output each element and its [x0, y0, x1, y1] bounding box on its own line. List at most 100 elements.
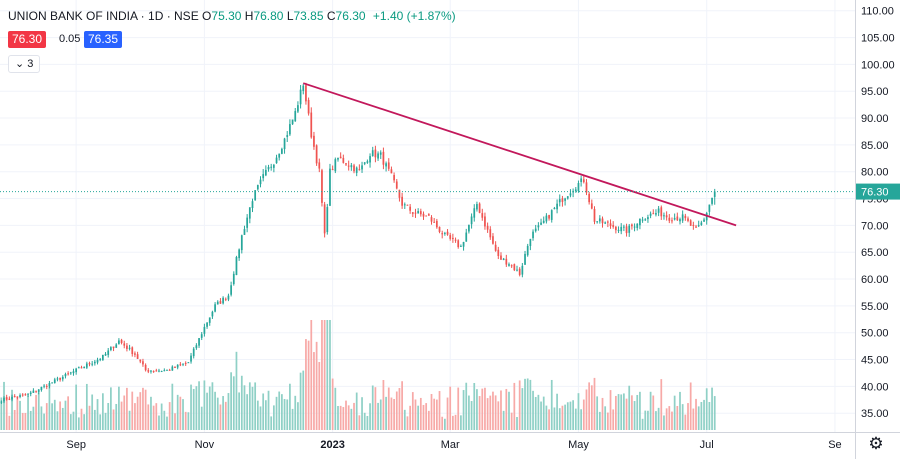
candle-body: [366, 161, 369, 163]
volume-bar: [508, 391, 510, 430]
high-value: 76.80: [253, 9, 284, 23]
volume-bar: [256, 400, 259, 430]
candle-body: [500, 255, 502, 260]
volume-bar: [3, 381, 5, 430]
candle-body: [198, 338, 200, 346]
volume-bar: [492, 391, 494, 430]
volume-bar: [606, 412, 609, 430]
volume-bar: [251, 386, 254, 430]
volume-bar: [655, 411, 657, 430]
volume-bar: [556, 393, 558, 430]
candle-body: [419, 211, 422, 215]
candle-body: [318, 162, 321, 169]
candle-body: [251, 201, 254, 209]
volume-bar: [5, 397, 8, 430]
volume-bar: [104, 412, 107, 430]
candle-body: [363, 162, 366, 164]
price-tick-label: 105.00: [861, 33, 895, 45]
volume-bar: [307, 340, 310, 430]
volume-bar: [67, 396, 70, 430]
candle-body: [689, 220, 692, 226]
volume-bar: [537, 394, 540, 430]
volume-bar: [323, 320, 326, 430]
volume-bar: [315, 341, 318, 430]
volume-bar: [27, 395, 29, 430]
volume-bar: [649, 391, 652, 430]
volume-bar: [711, 387, 713, 430]
candle-body: [230, 285, 232, 295]
indicator-count: 3: [27, 58, 34, 70]
candle-body: [48, 382, 51, 387]
candle-body: [478, 203, 481, 213]
candle-body: [425, 215, 428, 217]
volume-bar: [505, 388, 508, 430]
candle-body: [19, 395, 21, 397]
candle-body: [484, 216, 486, 227]
volume-bar: [206, 392, 208, 430]
candle-body: [326, 207, 329, 233]
volume-bar: [29, 410, 32, 430]
candle-body: [214, 304, 216, 312]
candle-body: [358, 169, 361, 171]
volume-bar: [700, 402, 703, 430]
volume-bar: [118, 386, 120, 430]
volume-bar: [350, 408, 353, 430]
candle-body: [385, 163, 387, 167]
candle-body: [110, 347, 112, 350]
volume-bar: [385, 396, 387, 430]
candle-body: [532, 231, 534, 239]
candle-body: [526, 245, 529, 256]
volume-bar: [147, 404, 150, 430]
candle-body: [64, 373, 67, 377]
candle-body: [88, 363, 91, 365]
gear-icon[interactable]: ⚙: [868, 434, 884, 453]
spread-value: 0.05: [59, 33, 81, 45]
candle-body: [104, 353, 107, 356]
candle-body: [152, 371, 155, 373]
volume-bar: [64, 400, 67, 430]
candle-body: [136, 354, 139, 359]
candle-body: [588, 193, 591, 203]
candle-body: [612, 225, 615, 227]
volume-bar: [262, 393, 265, 430]
volume-bar: [647, 410, 649, 430]
candle-body: [294, 111, 297, 122]
candle-body: [628, 225, 631, 233]
price-tick-label: 50.00: [861, 328, 889, 340]
low-label: L: [286, 9, 294, 23]
volume-bar: [93, 409, 96, 430]
indicators-toggle[interactable]: ⌄ 3: [8, 55, 41, 73]
volume-bar: [120, 401, 123, 430]
volume-bar: [409, 405, 412, 430]
volume-bar: [297, 402, 299, 430]
volume-bar: [620, 394, 623, 430]
candle-body: [508, 264, 510, 266]
candle-body: [163, 370, 166, 372]
price-tick-label: 90.00: [861, 113, 889, 125]
volume-bar: [422, 404, 425, 430]
volume-bar: [305, 339, 307, 430]
buy-price-button[interactable]: 76.35: [84, 31, 123, 48]
volume-bar: [363, 412, 366, 430]
volume-bar: [524, 378, 526, 430]
candle-body: [580, 178, 583, 183]
candle-body: [443, 232, 446, 234]
candle-body: [227, 295, 230, 300]
volume-bar: [657, 407, 660, 430]
volume-bar: [414, 399, 417, 430]
volume-bar: [660, 379, 663, 430]
candle-body: [67, 373, 70, 375]
volume-bar: [513, 382, 516, 430]
volume-bar: [334, 387, 337, 430]
volume-bar: [176, 394, 179, 430]
volume-bar: [676, 405, 679, 430]
sell-price-button[interactable]: 76.30: [8, 31, 47, 48]
volume-bar: [588, 382, 591, 430]
candle-body: [200, 334, 203, 338]
candle-body: [401, 196, 403, 206]
candle-body: [369, 156, 371, 163]
candle-body: [671, 220, 673, 222]
candle-body: [8, 398, 11, 400]
candle-body: [254, 190, 257, 201]
